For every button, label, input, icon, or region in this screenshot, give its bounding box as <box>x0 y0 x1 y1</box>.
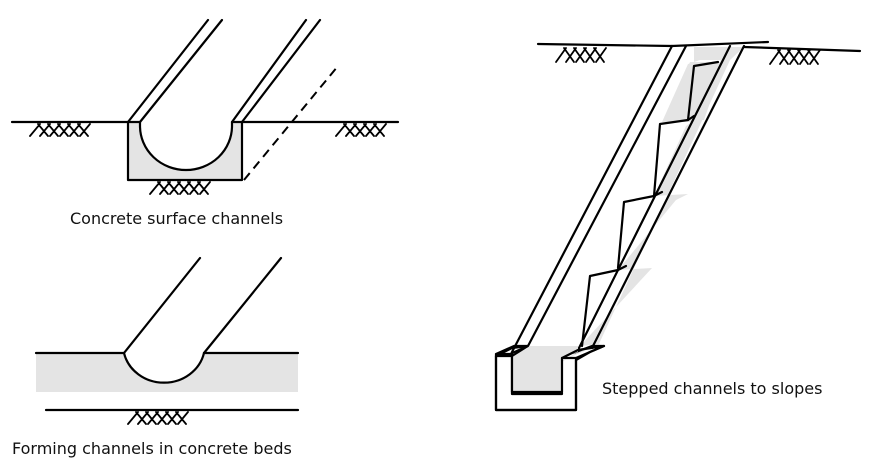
bed-channel-edge-left <box>122 256 202 355</box>
slope-ground-top <box>670 40 770 48</box>
caption-surface-channels: Concrete surface channels <box>70 209 284 228</box>
bed-channel-curve <box>122 351 206 384</box>
caption-concrete-beds: Forming channels in concrete beds <box>12 439 292 458</box>
slope-soil-hatch-right <box>769 49 821 65</box>
surface-channel-edge-2 <box>138 18 224 124</box>
surface-channel-concrete <box>126 120 244 182</box>
surface-soil-hatch-base <box>149 181 211 195</box>
bed-soil-hatch <box>127 411 189 425</box>
stepped-channel-figure <box>494 40 862 412</box>
slope-ground-right <box>742 45 862 53</box>
slope-outer-edge-right <box>590 44 746 350</box>
surface-channel-edge-4 <box>240 18 322 124</box>
bed-channel-figure <box>34 256 300 425</box>
surface-channel-edge-1 <box>126 18 210 124</box>
surface-soil-hatch-left <box>29 123 91 137</box>
bed-channel-edge-right <box>202 256 283 355</box>
slope-inner-edge-left <box>526 44 688 348</box>
surface-channel-figure <box>10 18 400 195</box>
channel-steps <box>580 60 720 348</box>
slope-soil-hatch-left <box>555 47 607 63</box>
surface-hidden-edge <box>243 65 339 181</box>
surface-channel-edge-3 <box>230 18 308 124</box>
stepped-channel-fill <box>512 47 744 392</box>
slope-ground-left <box>536 42 674 48</box>
slope-inner-edge-right <box>576 44 732 352</box>
slope-bottom-fill <box>512 346 578 392</box>
slope-outer-edge-left <box>510 44 674 354</box>
surface-soil-hatch-right <box>335 123 387 137</box>
bed-concrete-slab <box>36 353 298 392</box>
caption-stepped-channels: Stepped channels to slopes <box>602 379 823 398</box>
